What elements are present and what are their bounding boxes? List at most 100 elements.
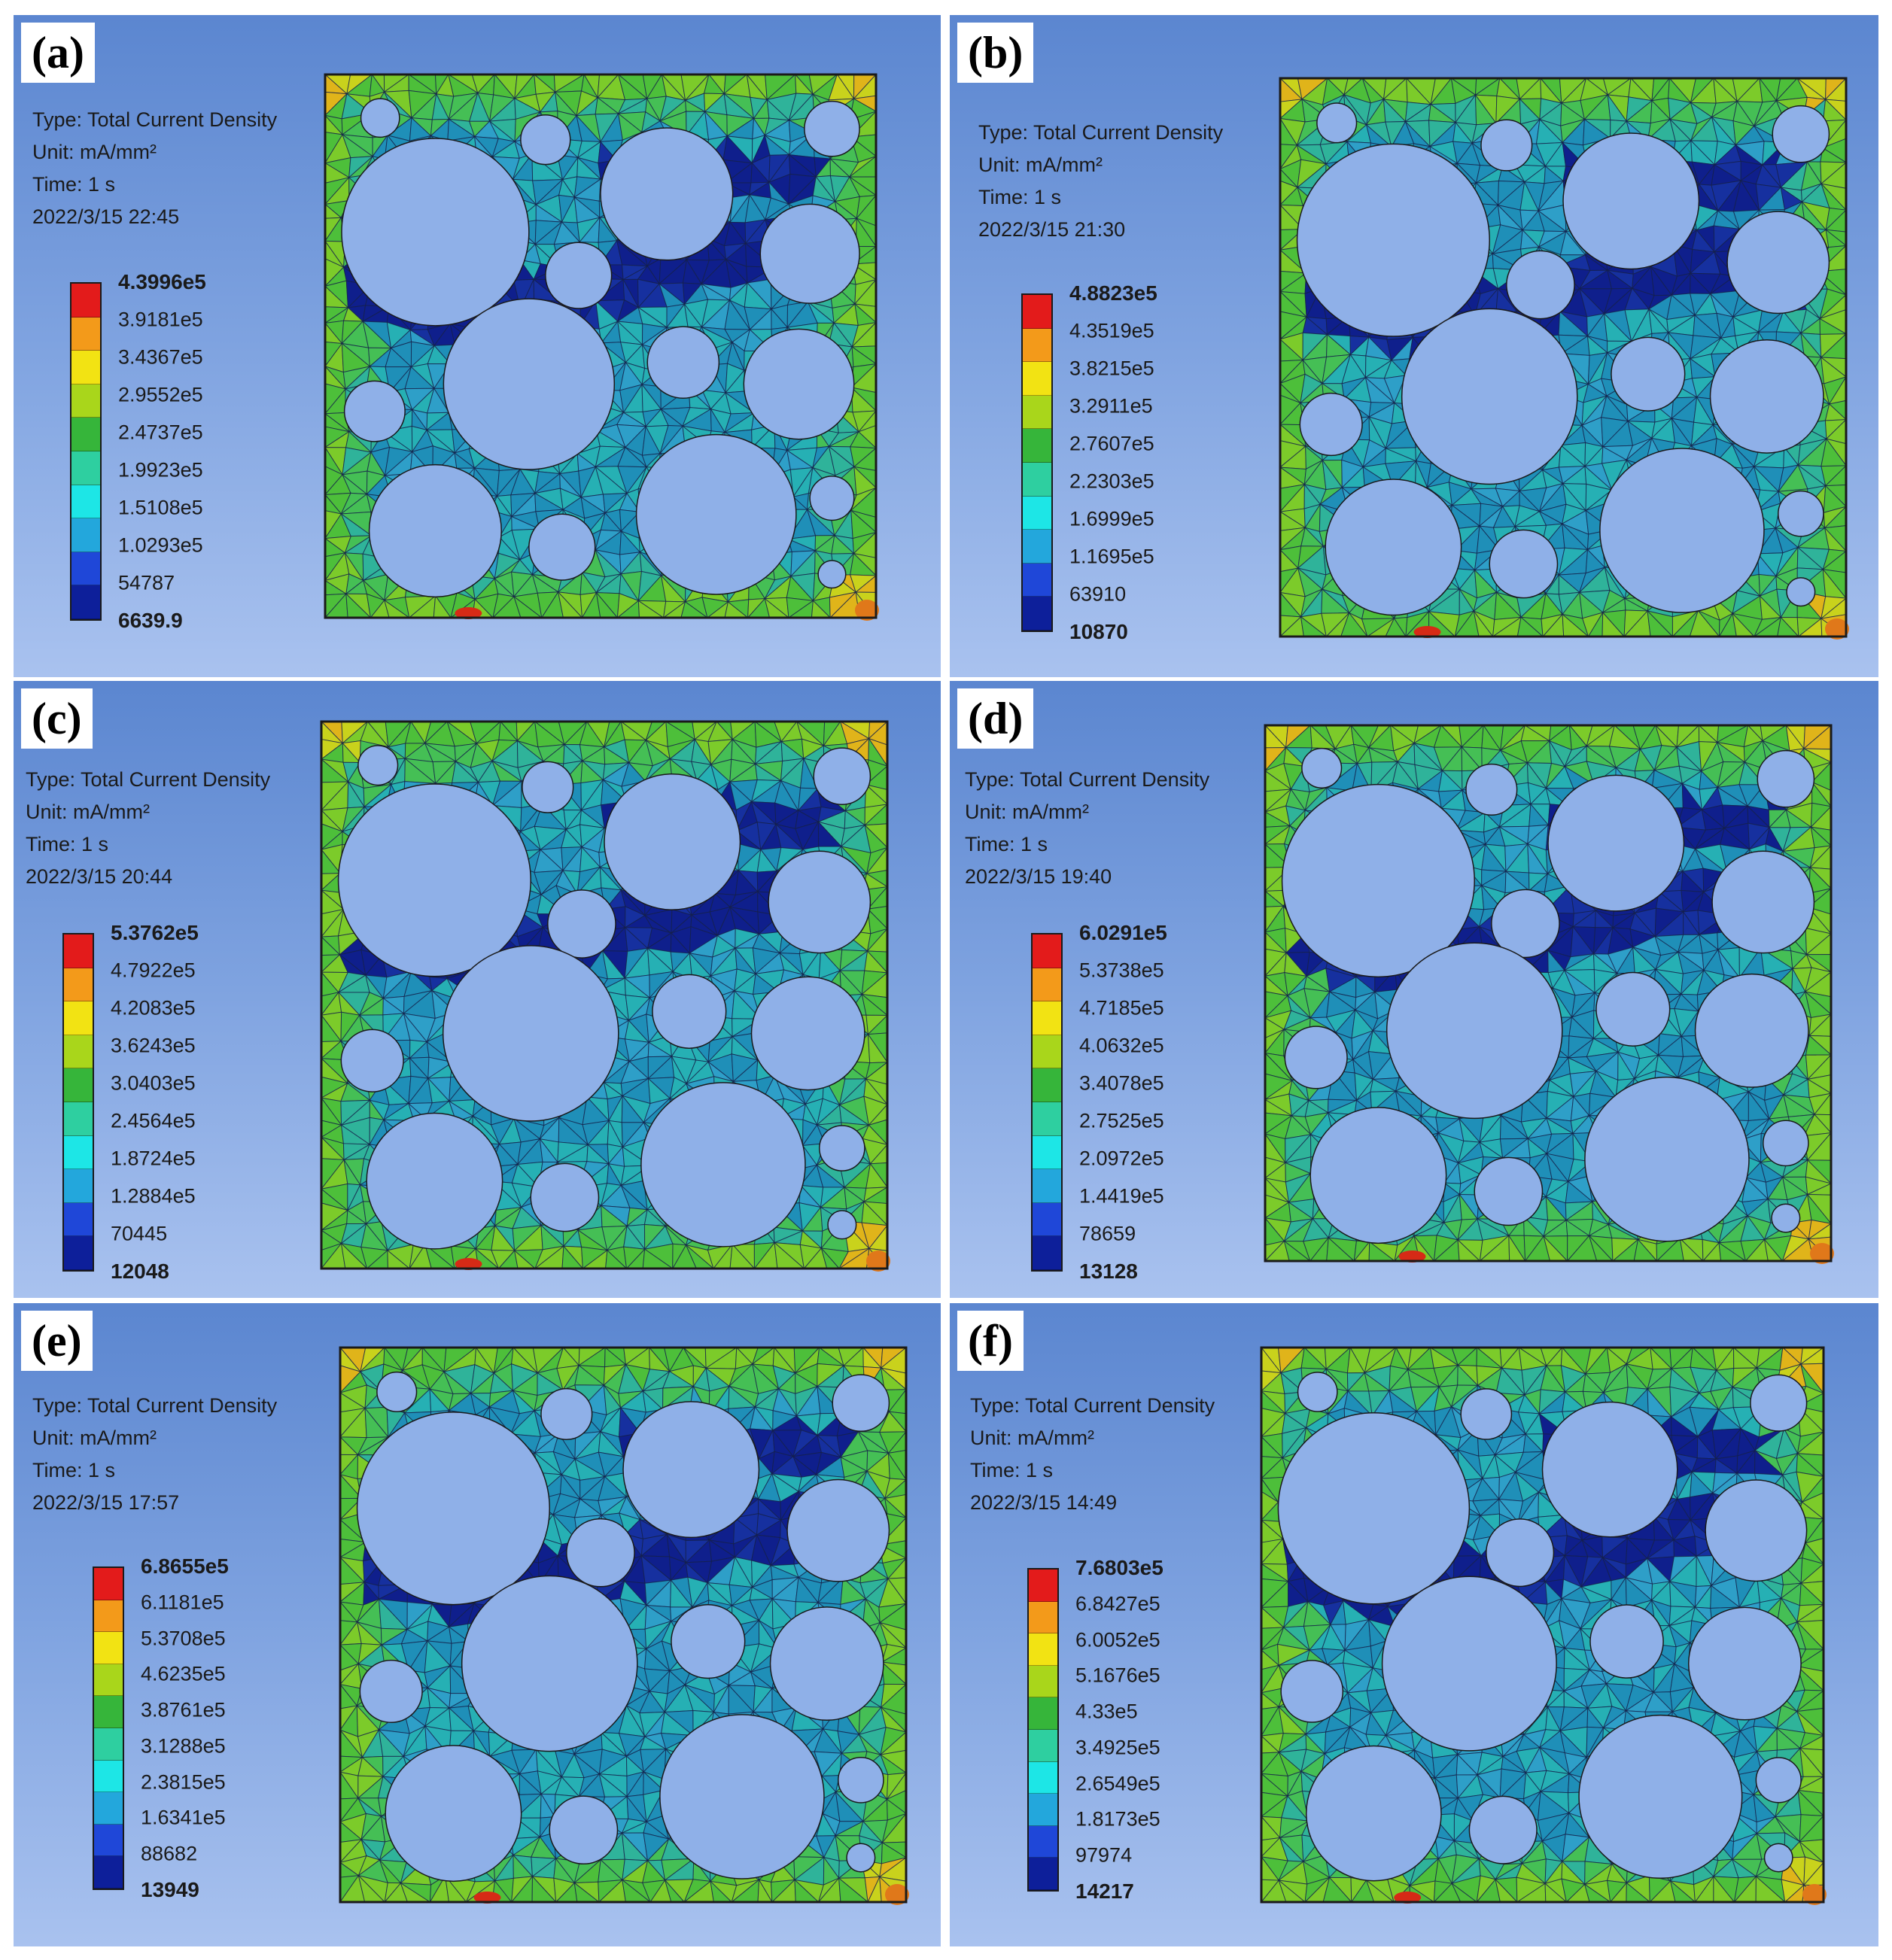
inclusion-hole <box>1726 211 1830 315</box>
inclusion-hole <box>600 127 734 261</box>
result-unit: Unit: mA/mm² <box>32 141 157 163</box>
inclusion-hole <box>522 761 574 813</box>
result-time: Time: 1 s <box>965 833 1048 855</box>
inclusion-hole <box>368 463 502 598</box>
inclusion-hole <box>1506 250 1575 320</box>
legend-tick: 1.5108e5 <box>118 496 203 519</box>
colorbar-band <box>71 384 100 418</box>
inclusion-hole <box>646 326 720 399</box>
current-density-mesh <box>320 720 890 1272</box>
colorbar-band <box>1033 1236 1061 1270</box>
legend-tick: 1.8724e5 <box>111 1147 196 1170</box>
current-density-mesh <box>324 73 879 621</box>
legend-tick: 5.3738e5 <box>1079 959 1164 982</box>
colorbar-band <box>71 518 100 552</box>
inclusion-hole <box>545 242 613 309</box>
colorbar-band <box>1023 496 1051 530</box>
legend-max: 5.3762e5 <box>111 921 199 944</box>
colorbar-band <box>1033 1169 1061 1203</box>
inclusion-hole <box>1772 105 1830 163</box>
hot-spot <box>1413 626 1441 638</box>
inclusion-hole <box>1401 308 1578 485</box>
inclusion-hole <box>1299 392 1363 457</box>
colorbar-band <box>1023 429 1051 463</box>
hot-spot <box>855 600 879 621</box>
colorbar-band <box>1023 530 1051 564</box>
panel-label: (b) <box>957 23 1034 83</box>
legend-tick: 1.2884e5 <box>111 1184 196 1208</box>
inclusion-hole <box>443 298 616 470</box>
hot-spot <box>455 1258 482 1270</box>
colorbar <box>1021 293 1053 632</box>
inclusion-hole <box>337 783 531 977</box>
legend-tick: 3.2911e5 <box>1069 394 1153 418</box>
result-date: 2022/3/15 19:40 <box>965 865 1112 888</box>
mesh-border <box>1279 77 1848 638</box>
colorbar-band <box>1023 462 1051 497</box>
result-time: Time: 1 s <box>978 186 1062 208</box>
inclusion-hole <box>640 1082 806 1247</box>
panel-label: (d) <box>957 688 1034 749</box>
colorbar-band <box>1033 968 1061 1002</box>
result-type: Type: Total Current Density <box>978 121 1224 144</box>
legend-tick: 2.2303e5 <box>1069 469 1154 493</box>
inclusion-hole <box>819 1125 865 1171</box>
legend-tick: 1.1695e5 <box>1069 545 1154 568</box>
inclusion-hole <box>1611 336 1686 412</box>
legend-tick: 1.0293e5 <box>118 533 203 557</box>
legend-tick: 78659 <box>1079 1222 1136 1245</box>
legend-tick: 4.0632e5 <box>1079 1034 1164 1057</box>
colorbar-band <box>1033 1001 1061 1035</box>
result-type: Type: Total Current Density <box>26 768 271 791</box>
inclusion-hole <box>366 1112 503 1250</box>
colorbar-band <box>64 1202 93 1237</box>
legend-tick: 4.3519e5 <box>1069 319 1154 342</box>
inclusion-hole <box>759 203 860 304</box>
colorbar-band <box>71 284 100 318</box>
inclusion-hole <box>1599 448 1765 613</box>
color-legend: 4.3996e5 3.9181e5 3.4367e5 2.9552e5 2.4737e5… <box>70 270 266 632</box>
legend-tick: 1.4419e5 <box>1079 1184 1164 1208</box>
inclusion-hole <box>635 433 797 595</box>
legend-tick: 70445 <box>111 1222 168 1245</box>
inclusion-hole <box>652 974 727 1049</box>
legend-tick: 1.9923e5 <box>118 458 203 482</box>
inclusion-hole <box>804 100 860 157</box>
colorbar-band <box>1023 362 1051 396</box>
colorbar-band <box>71 351 100 384</box>
result-unit: Unit: mA/mm² <box>978 153 1103 176</box>
inclusion-hole <box>340 1029 404 1092</box>
legend-tick: 3.4367e5 <box>118 345 203 369</box>
result-date: 2022/3/15 22:45 <box>32 205 180 228</box>
result-date: 2022/3/15 21:30 <box>978 218 1126 241</box>
inclusion-hole <box>809 476 855 521</box>
inclusion-hole <box>528 513 596 581</box>
colorbar-band <box>1023 328 1051 363</box>
inclusion-hole <box>1296 143 1490 337</box>
inclusion-hole <box>360 98 400 138</box>
colorbar-band <box>64 1135 93 1170</box>
panel-d: (d) Type: Total Current Density Unit: mA… <box>950 681 1878 1298</box>
panel-a: (a) Type: Total Current Density Unit: mA… <box>14 15 941 677</box>
inclusion-hole <box>768 850 871 954</box>
mesh-border <box>320 720 889 1270</box>
legend-tick: 3.0403e5 <box>111 1071 196 1095</box>
inclusion-hole <box>341 138 530 327</box>
inclusion-hole <box>547 889 616 959</box>
legend-tick: 4.2083e5 <box>111 996 196 1020</box>
colorbar-band <box>71 485 100 519</box>
result-time: Time: 1 s <box>26 833 109 855</box>
legend-max: 4.8823e5 <box>1069 281 1157 305</box>
inclusion-hole <box>357 745 399 786</box>
legend-tick: 4.7185e5 <box>1079 996 1164 1020</box>
legend-max: 4.3996e5 <box>118 270 206 293</box>
current-density-mesh <box>1279 77 1849 640</box>
inclusion-hole <box>343 380 406 442</box>
current-density-mesh <box>1264 724 1834 1264</box>
hot-spot <box>866 1250 890 1272</box>
colorbar-band <box>1033 934 1061 968</box>
hot-spot <box>1825 618 1849 640</box>
legend-tick: 4.7922e5 <box>111 959 196 982</box>
legend-tick: 2.4564e5 <box>111 1109 196 1132</box>
colorbar-band <box>1023 563 1051 597</box>
